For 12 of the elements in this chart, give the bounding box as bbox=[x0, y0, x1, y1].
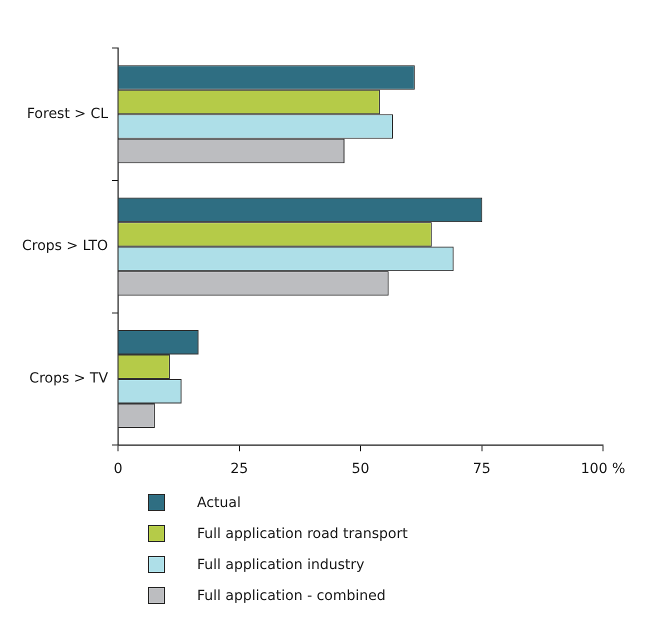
x-tick-label: 100 % bbox=[580, 461, 626, 478]
x-tick-label: 0 bbox=[114, 461, 123, 478]
y-tick-label: Crops > TV bbox=[29, 370, 108, 387]
y-tick-label: Forest > CL bbox=[26, 106, 108, 122]
x-tick-label: 75 bbox=[472, 461, 491, 478]
x-tick-label: 50 bbox=[352, 461, 370, 478]
legend-label: Full application - combined bbox=[197, 588, 386, 604]
legend-label: Full application industry bbox=[197, 556, 364, 572]
y-tick-label: Crops > LTO bbox=[22, 238, 108, 254]
legend-label: Full application road transport bbox=[197, 526, 408, 542]
x-tick-label: 25 bbox=[230, 461, 248, 478]
legend-label: Actual bbox=[197, 494, 241, 510]
